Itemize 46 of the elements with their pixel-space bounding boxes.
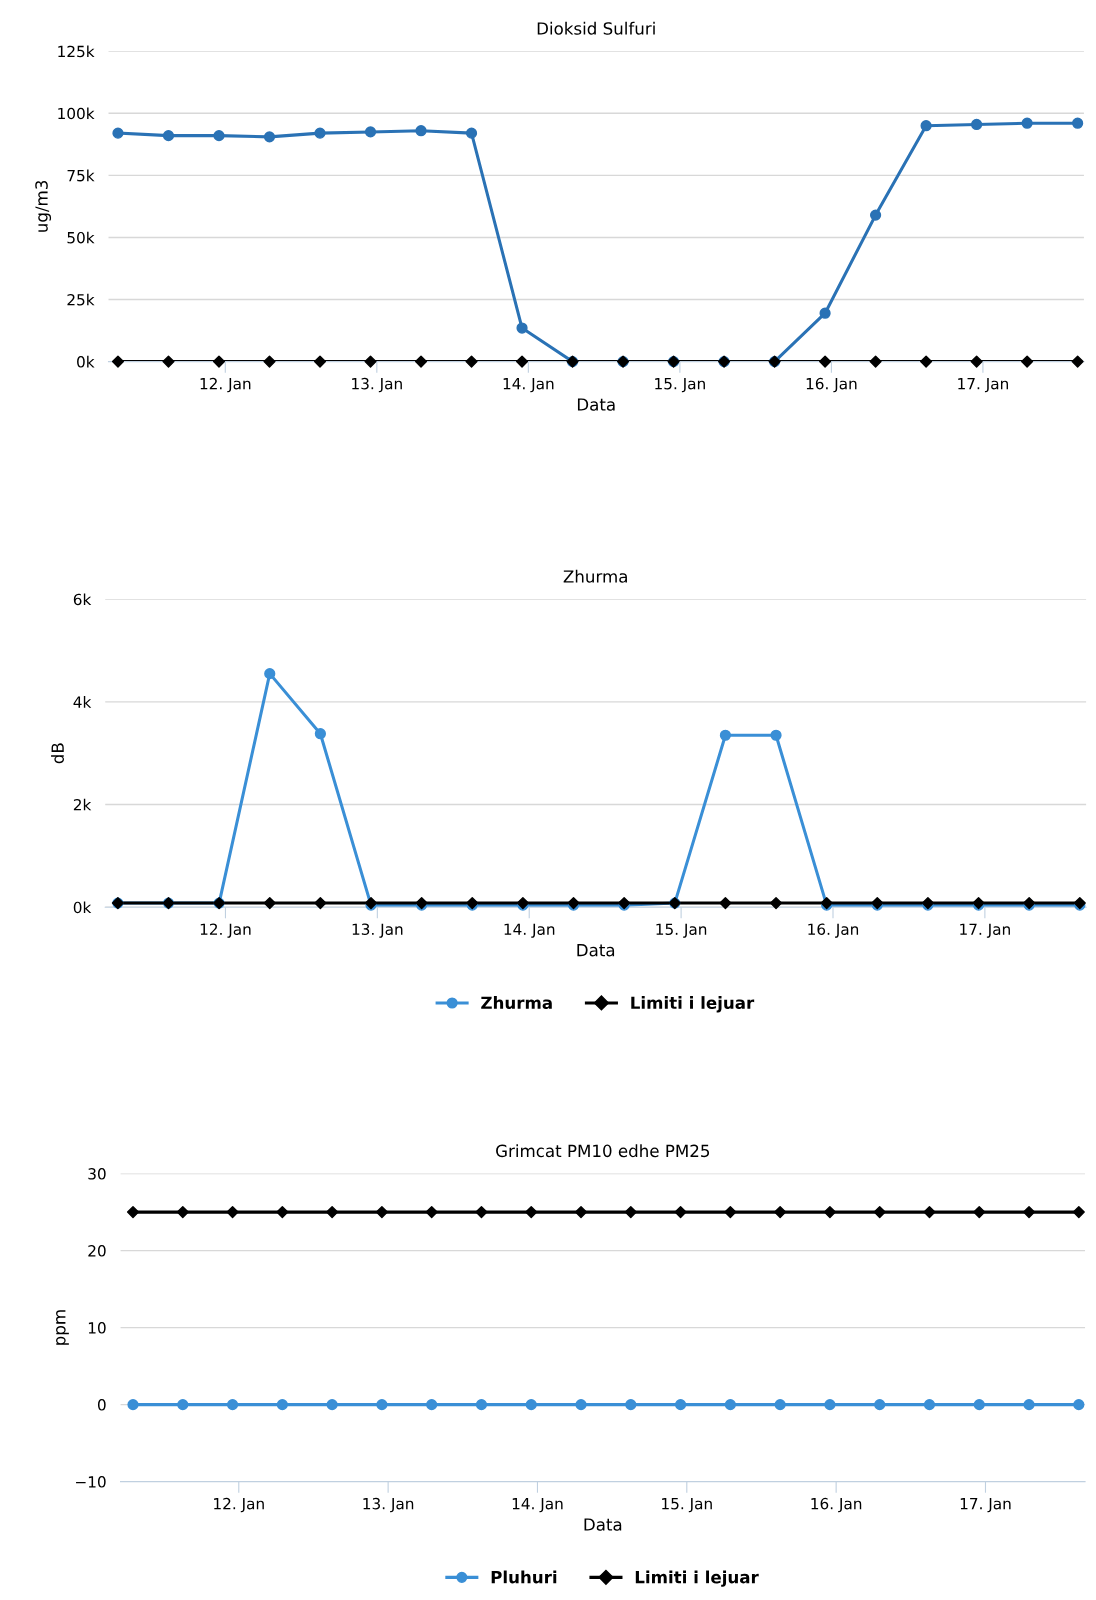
x-tick-label: 13. Jan xyxy=(352,923,403,938)
y-tick-label: 100k xyxy=(58,107,95,120)
legend-label: Limiti i lejuar xyxy=(635,1570,759,1587)
y-tick-label: 2k xyxy=(73,798,92,811)
y-tick-label: 6k xyxy=(73,593,92,606)
y-axis-title: ppm xyxy=(56,1310,69,1345)
y-tick-label: 0 xyxy=(97,1399,106,1411)
x-tick-label: 15. Jan xyxy=(656,923,707,938)
x-tick-label: 17. Jan xyxy=(960,1498,1011,1513)
x-tick-label: 16. Jan xyxy=(808,923,859,938)
x-tick-label: 12. Jan xyxy=(200,923,251,938)
chart-title: Grimcat PM10 edhe PM25 xyxy=(496,1144,710,1158)
y-tick-label: 0k xyxy=(73,901,92,914)
x-tick-label: 15. Jan xyxy=(655,378,705,393)
x-tick-label: 13. Jan xyxy=(352,377,402,393)
legend-label: Pluhuri xyxy=(491,1570,557,1584)
y-axis-title: ug/m3 xyxy=(35,180,52,232)
x-axis-title: Data xyxy=(577,398,615,411)
x-axis-title: Data xyxy=(577,944,615,957)
x-tick-label: 17. Jan xyxy=(958,378,1008,393)
x-tick-label: 15. Jan xyxy=(662,1498,712,1513)
y-tick-label: 0k xyxy=(77,355,95,368)
y-tick-label: 75k xyxy=(67,169,95,182)
y-tick-label: 10 xyxy=(88,1322,106,1334)
legend-label: Zhurma xyxy=(481,996,552,1010)
y-tick-label: 30 xyxy=(88,1168,106,1180)
y-tick-label: 20 xyxy=(88,1245,106,1257)
y-tick-label: 125k xyxy=(58,45,95,58)
x-tick-label: 17. Jan xyxy=(960,923,1010,938)
y-tick-label: −10 xyxy=(76,1476,106,1488)
chart-title: Dioksid Sulfuri xyxy=(537,21,655,35)
x-tick-label: 14. Jan xyxy=(503,378,554,393)
y-axis-title: dB xyxy=(51,743,64,764)
x-tick-label: 12. Jan xyxy=(200,377,251,393)
x-tick-label: 12. Jan xyxy=(214,1497,264,1513)
y-tick-label: 50k xyxy=(67,231,95,244)
chart-title: Zhurma xyxy=(563,569,627,583)
legend-label: Limiti i lejuar xyxy=(631,996,755,1013)
x-tick-label: 14. Jan xyxy=(504,923,555,938)
y-tick-label: 25k xyxy=(67,293,95,306)
x-tick-label: 16. Jan xyxy=(811,1497,862,1513)
x-tick-label: 16. Jan xyxy=(806,377,857,393)
x-tick-label: 13. Jan xyxy=(363,1497,414,1513)
x-axis-title: Data xyxy=(584,1518,622,1531)
x-tick-label: 14. Jan xyxy=(512,1498,563,1513)
y-tick-label: 4k xyxy=(73,696,92,708)
